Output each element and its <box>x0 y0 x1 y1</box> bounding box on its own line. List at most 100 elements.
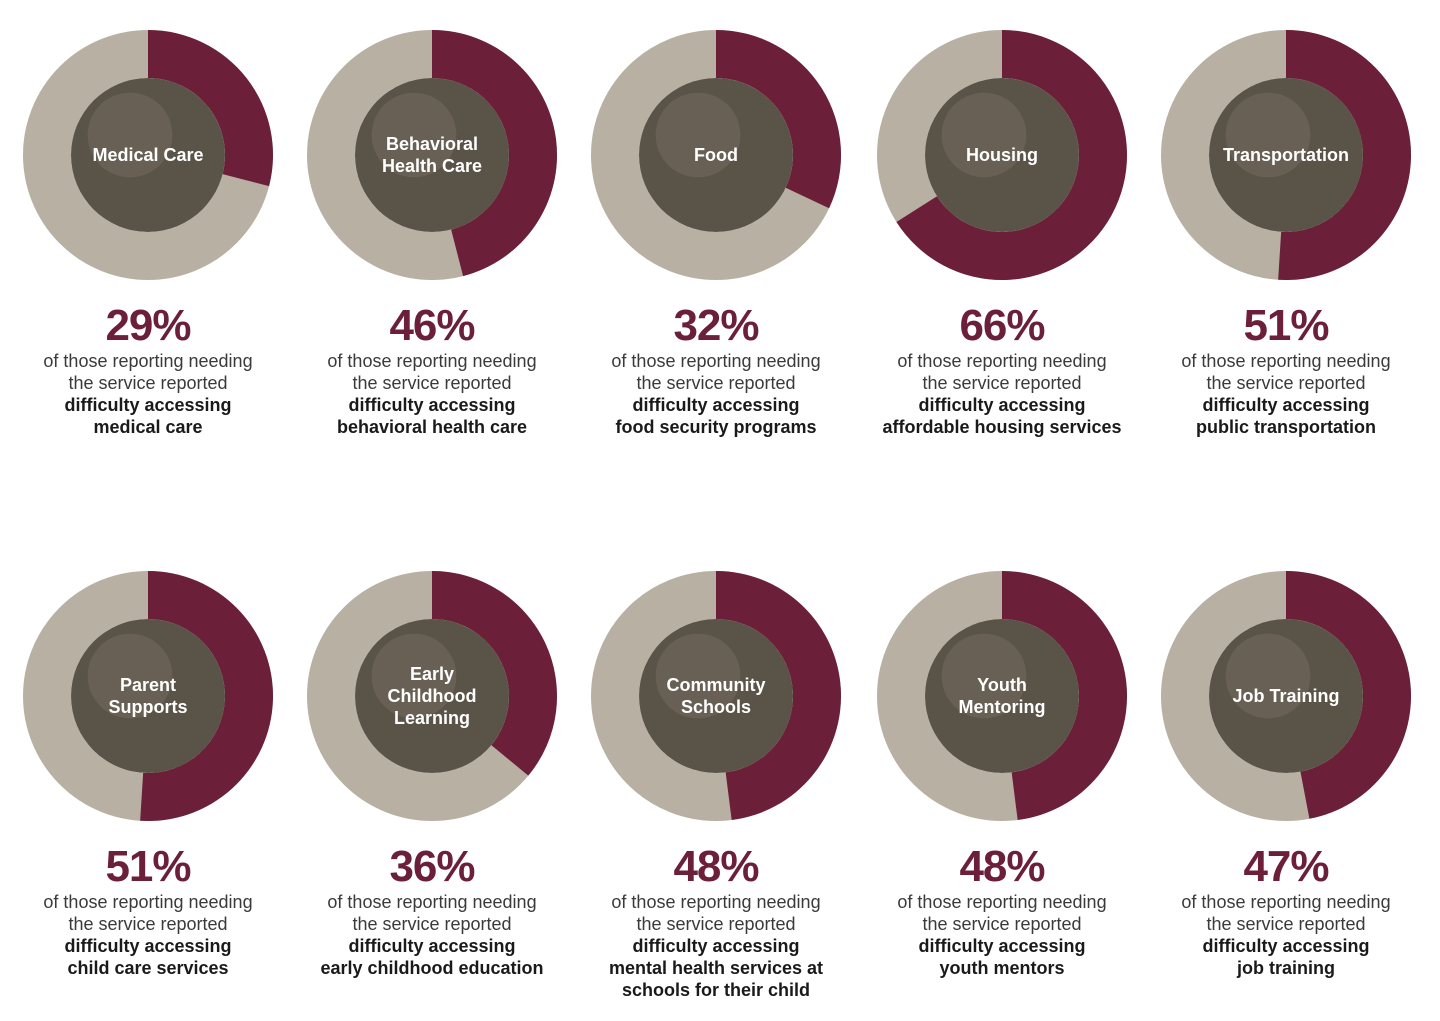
donut-chart: Food <box>591 30 841 280</box>
center-label: Food <box>694 145 738 165</box>
donut-chart: Medical Care <box>23 30 273 280</box>
caption-bold-line: behavioral health care <box>336 417 528 437</box>
center-label: Supports <box>109 697 188 717</box>
caption-bold-line: job training <box>1237 958 1335 978</box>
donut-chart: Youth Mentoring <box>877 571 1127 821</box>
center-label: Transportation <box>1223 145 1349 165</box>
donut-svg: Housing <box>877 30 1127 280</box>
center-label: Housing <box>966 145 1038 165</box>
caption-bold-line: child care services <box>67 958 229 978</box>
caption-line: the service reported <box>636 914 796 934</box>
stat-block: 29% of those reporting needing the service… <box>6 302 290 438</box>
caption-line: the service reported <box>68 914 228 934</box>
center-label: Health Care <box>382 156 482 176</box>
caption-line: the service reported <box>68 373 228 393</box>
center-label: Childhood <box>388 686 477 706</box>
caption-bold-line: difficulty accessing <box>64 936 232 956</box>
center-label: Community <box>667 675 766 695</box>
caption-line: of those reporting needing <box>1181 351 1391 371</box>
stat-block: 51% of those reporting needing the service… <box>6 843 290 979</box>
caption-line: the service reported <box>1206 914 1366 934</box>
caption-bold-line: difficulty accessing <box>64 395 232 415</box>
caption-line: the service reported <box>1206 373 1366 393</box>
center-label: Behavioral <box>386 134 478 154</box>
donut-card: Transportation 51% of those reporting need… <box>1144 30 1428 480</box>
donut-card: Community Schools 48% of those reporting ne… <box>574 571 858 1021</box>
center-photo <box>639 78 793 232</box>
caption-line: of those reporting needing <box>611 892 821 912</box>
donut-card: Medical Care 29% of those reporting needin… <box>6 30 290 480</box>
caption-bold-line: mental health services at <box>608 958 824 978</box>
donut-svg: Transportation <box>1161 30 1411 280</box>
center-label: Learning <box>394 708 470 728</box>
donut-chart: Behavioral Health Care <box>307 30 557 280</box>
caption-bold-line: food security programs <box>615 417 817 437</box>
percentage-label: 48% <box>673 842 759 891</box>
donut-value-segment <box>1286 571 1411 819</box>
center-label: Job Training <box>1232 686 1339 706</box>
donut-value-segment <box>716 571 841 821</box>
center-photo <box>71 619 225 773</box>
caption-bold-line: difficulty accessing <box>632 936 800 956</box>
donut-chart: Early Childhood Learning <box>307 571 557 821</box>
stat-block: 47% of those reporting needing the service… <box>1144 843 1428 979</box>
percentage-label: 66% <box>959 301 1045 350</box>
stat-block: 46% of those reporting needing the service… <box>290 302 574 438</box>
photo-shading <box>1225 92 1311 178</box>
stat-block: 48% of those reporting needing the service… <box>860 843 1144 979</box>
caption-line: of those reporting needing <box>43 351 253 371</box>
donut-card: Early Childhood Learning 36% of those report… <box>290 571 574 1021</box>
photo-shading <box>87 633 173 719</box>
stat-block: 51% of those reporting needing the service… <box>1144 302 1428 438</box>
donut-svg: Medical Care <box>23 30 273 280</box>
center-photo <box>1209 619 1363 773</box>
donut-card: Housing 66% of those reporting needing the … <box>860 30 1144 480</box>
caption-line: of those reporting needing <box>897 351 1107 371</box>
center-photo <box>1209 78 1363 232</box>
percentage-label: 51% <box>105 842 191 891</box>
center-label: Early <box>410 664 454 684</box>
caption-line: of those reporting needing <box>327 351 537 371</box>
donut-value-segment <box>1002 571 1127 821</box>
caption-bold-line: medical care <box>93 417 203 437</box>
donut-value-segment <box>140 571 273 821</box>
percentage-label: 36% <box>389 842 475 891</box>
donut-svg: Job Training <box>1161 571 1411 821</box>
center-label: Medical Care <box>92 145 203 165</box>
donut-value-segment <box>432 30 557 277</box>
center-photo <box>355 619 509 773</box>
caption-bold-line: difficulty accessing <box>1202 936 1370 956</box>
donut-chart: Community Schools <box>591 571 841 821</box>
center-photo <box>639 619 793 773</box>
donut-value-segment <box>432 571 557 776</box>
donut-card: Parent Supports 51% of those reporting need… <box>6 571 290 1021</box>
percentage-label: 29% <box>105 301 191 350</box>
donut-chart: Transportation <box>1161 30 1411 280</box>
donut-card: Food 32% of those reporting needing the ser… <box>574 30 858 480</box>
caption-bold-line: public transportation <box>1196 417 1376 437</box>
caption-line: of those reporting needing <box>1181 892 1391 912</box>
caption-bold-line: youth mentors <box>939 958 1065 978</box>
center-photo <box>925 78 1079 232</box>
photo-shading <box>941 92 1027 178</box>
photo-shading <box>1225 633 1311 719</box>
caption-bold-line: schools for their child <box>621 980 811 1000</box>
center-label: Parent <box>120 675 176 695</box>
caption-bold-line: difficulty accessing <box>1202 395 1370 415</box>
caption-bold-line: difficulty accessing <box>348 395 516 415</box>
stat-block: 66% of those reporting needing the service… <box>860 302 1144 438</box>
photo-shading <box>655 633 741 719</box>
photo-shading <box>655 92 741 178</box>
center-label: Mentoring <box>959 697 1046 717</box>
caption-line: the service reported <box>636 373 796 393</box>
photo-shading <box>371 633 457 719</box>
caption-bold-line: affordable housing services <box>882 417 1122 437</box>
caption-bold-line: early childhood education <box>320 958 544 978</box>
donut-value-segment <box>148 30 273 187</box>
percentage-label: 46% <box>389 301 475 350</box>
caption-line: of those reporting needing <box>43 892 253 912</box>
